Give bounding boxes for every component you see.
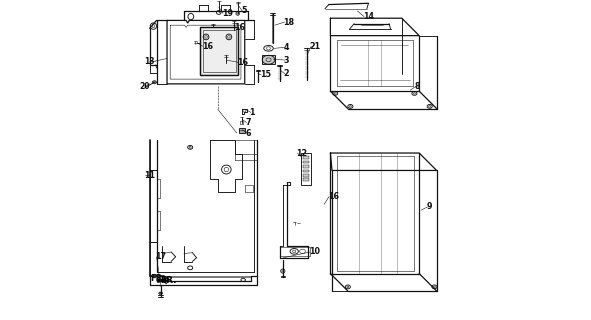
Text: 15: 15 (260, 70, 271, 79)
Text: 2: 2 (284, 69, 289, 78)
Bar (245, 185, 253, 192)
Text: FR.: FR. (150, 274, 165, 283)
Text: 19: 19 (222, 9, 233, 18)
Text: 9: 9 (426, 203, 431, 212)
Text: 16: 16 (202, 42, 213, 51)
Bar (301, 153, 311, 185)
Text: 12: 12 (296, 148, 307, 157)
Text: 6: 6 (245, 129, 251, 138)
Bar (303, 174, 309, 177)
Text: 1: 1 (249, 108, 255, 117)
Ellipse shape (159, 292, 163, 294)
Text: 16: 16 (328, 192, 339, 201)
Bar (280, 247, 310, 256)
Text: 7: 7 (245, 118, 251, 127)
Bar (150, 170, 157, 243)
Bar (240, 121, 243, 124)
Text: FR.: FR. (160, 276, 176, 285)
Bar (239, 128, 245, 133)
Text: 18: 18 (284, 18, 294, 27)
Text: 5: 5 (241, 6, 246, 15)
Text: 8: 8 (414, 82, 420, 91)
Ellipse shape (152, 81, 157, 84)
Bar (262, 55, 275, 64)
Text: 16: 16 (237, 58, 248, 67)
Text: 13: 13 (144, 57, 154, 66)
Bar (200, 28, 238, 75)
Text: 16: 16 (235, 23, 246, 32)
Bar (203, 30, 236, 72)
Bar (200, 28, 238, 75)
Ellipse shape (281, 269, 285, 273)
Text: 21: 21 (310, 42, 321, 51)
Text: 11: 11 (144, 171, 155, 180)
Polygon shape (158, 279, 168, 282)
Text: 14: 14 (363, 12, 374, 21)
Text: 3: 3 (284, 56, 289, 65)
Bar (303, 156, 309, 159)
Bar (303, 170, 309, 172)
Text: 4: 4 (284, 43, 289, 52)
Text: 17: 17 (155, 252, 166, 261)
Text: 10: 10 (309, 247, 320, 257)
Ellipse shape (236, 12, 240, 15)
Bar (303, 161, 309, 164)
Bar (303, 178, 309, 181)
Text: 20: 20 (139, 82, 150, 91)
Bar (303, 165, 309, 168)
